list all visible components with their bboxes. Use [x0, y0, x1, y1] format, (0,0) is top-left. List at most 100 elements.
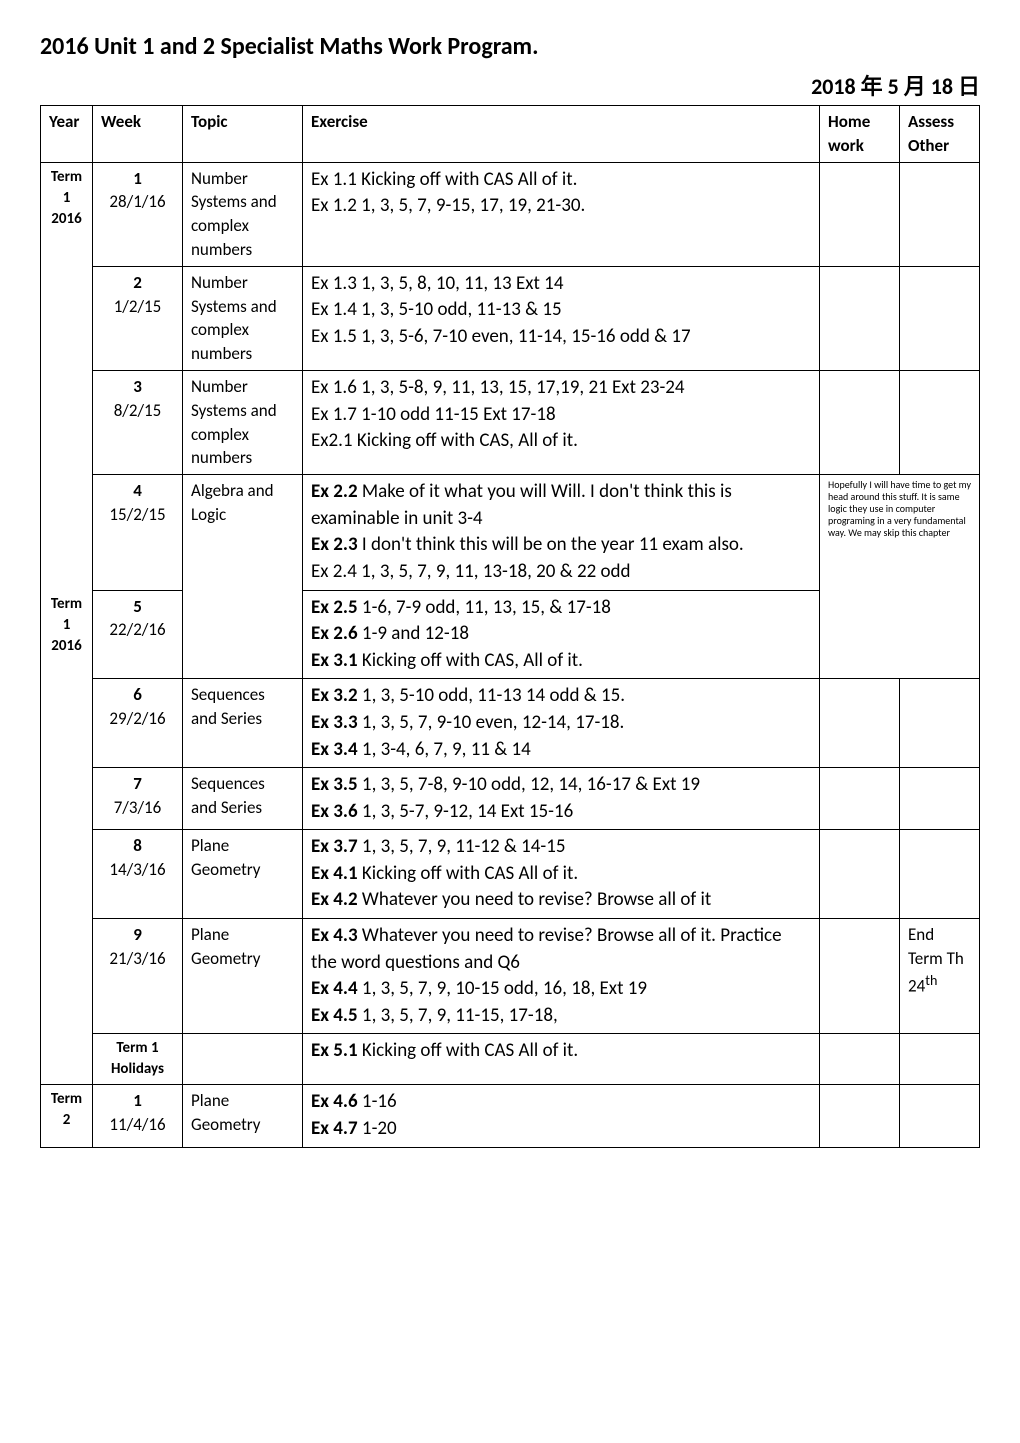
exercise-text: 1-6, 7-9 odd, 11, 13, 15, & 17-18 [358, 596, 611, 619]
topic-cell: Sequences and Series [183, 768, 303, 830]
exercise-bold: Ex 4.6 [311, 1090, 358, 1113]
week-number: 9 [133, 924, 142, 945]
exercise-bold: Ex 4.3 [311, 924, 358, 947]
exercise-line: Ex 1.1 Kicking off with CAS All of it. [311, 168, 577, 191]
week-number: 4 [133, 480, 142, 501]
topic-cell: Plane Geometry [183, 1085, 303, 1147]
week-date: 1/2/15 [114, 296, 162, 317]
exercise-text: Whatever you need to revise? Browse all … [311, 924, 782, 974]
exercise-cell: Ex 1.6 1, 3, 5-8, 9, 11, 13, 15, 17,19, … [303, 370, 820, 474]
exercise-text: 1, 3, 5-7, 9-12, 14 Ext 15-16 [358, 800, 574, 823]
home-cell [820, 1034, 900, 1085]
week-cell: 7 7/3/16 [93, 768, 183, 830]
exercise-text: Make of it what you will Will. I don't t… [311, 480, 732, 530]
exercise-line: Ex 1.5 1, 3, 5-6, 7-10 even, 11-14, 15-1… [311, 325, 691, 348]
work-program-table: Year Week Topic Exercise Home work Asses… [40, 105, 980, 1148]
exercise-cell: Ex 3.7 1, 3, 5, 7, 9, 11-12 & 14-15 Ex 4… [303, 830, 820, 919]
year-cell-empty [41, 475, 93, 590]
table-row: 2 1/2/15 Number Systems and complex numb… [41, 266, 980, 370]
exercise-bold: Ex 3.5 [311, 773, 358, 796]
exercise-bold: Ex 3.7 [311, 835, 358, 858]
topic-cell: Algebra and Logic [183, 475, 303, 679]
home-cell [820, 370, 900, 474]
exercise-bold: Ex 2.5 [311, 596, 358, 619]
assess-cell [900, 162, 980, 266]
week-cell: 1 11/4/16 [93, 1085, 183, 1147]
exercise-bold: Ex 2.3 [311, 533, 358, 556]
header-home: Home work [820, 106, 900, 163]
exercise-cell: Ex 5.1 Kicking off with CAS All of it. [303, 1034, 820, 1085]
table-header-row: Year Week Topic Exercise Home work Asses… [41, 106, 980, 163]
home-cell [820, 768, 900, 830]
exercise-bold: Ex 4.7 [311, 1117, 358, 1140]
exercise-line: Ex 1.4 1, 3, 5-10 odd, 11-13 & 15 [311, 298, 562, 321]
exercise-line: Ex 1.2 1, 3, 5, 7, 9-15, 17, 19, 21-30. [311, 194, 585, 217]
exercise-bold: Ex 2.2 [311, 480, 358, 503]
assess-cell [900, 830, 980, 919]
exercise-cell: Ex 4.3 Whatever you need to revise? Brow… [303, 919, 820, 1034]
exercise-text: 1-9 and 12-18 [358, 622, 469, 645]
header-week: Week [93, 106, 183, 163]
exercise-bold: Ex 4.5 [311, 1004, 358, 1027]
header-year: Year [41, 106, 93, 163]
year-cell: Term 1 2016 [41, 162, 93, 475]
exercise-cell: Ex 4.6 1-16 Ex 4.7 1-20 [303, 1085, 820, 1147]
exercise-text: Kicking off with CAS All of it. [358, 862, 579, 885]
exercise-line: Ex 2.4 1, 3, 5, 7, 9, 11, 13-18, 20 & 22… [311, 560, 631, 583]
week-date: 11/4/16 [109, 1114, 165, 1135]
week-cell: 5 22/2/16 [93, 590, 183, 679]
exercise-text: 1-16 [358, 1090, 397, 1113]
week-date: 21/3/16 [109, 948, 165, 969]
assess-cell [900, 266, 980, 370]
week-number: 5 [133, 596, 142, 617]
exercise-text: 1, 3, 5, 7-8, 9-10 odd, 12, 14, 16-17 & … [358, 773, 700, 796]
exercise-text: 1-20 [358, 1117, 397, 1140]
topic-cell [183, 1034, 303, 1085]
week-date: 29/2/16 [109, 708, 165, 729]
week-date: 7/3/16 [114, 797, 162, 818]
exercise-text: 1, 3, 5, 7, 9, 11-12 & 14-15 [358, 835, 566, 858]
home-cell [820, 162, 900, 266]
exercise-bold: Ex 3.1 [311, 649, 358, 672]
assess-cell [900, 1085, 980, 1147]
exercise-text: 1, 3, 5, 7, 9-10 even, 12-14, 17-18. [358, 711, 625, 734]
exercise-line: Ex 1.3 1, 3, 5, 8, 10, 11, 13 Ext 14 [311, 272, 563, 295]
exercise-bold: Ex 5.1 [311, 1039, 358, 1062]
table-row: 4 15/2/15 Algebra and Logic Ex 2.2 Make … [41, 475, 980, 590]
exercise-text: 1, 3, 5, 7, 9, 11-15, 17-18, [358, 1004, 558, 1027]
exercise-bold: Ex 3.4 [311, 738, 358, 761]
week-cell: 3 8/2/15 [93, 370, 183, 474]
exercise-text: Kicking off with CAS, All of it. [358, 649, 583, 672]
week-date: 22/2/16 [109, 619, 165, 640]
exercise-bold: Ex 3.3 [311, 711, 358, 734]
week-number: 6 [133, 684, 142, 705]
table-row: Term 2 1 11/4/16 Plane Geometry Ex 4.6 1… [41, 1085, 980, 1147]
week-cell: 9 21/3/16 [93, 919, 183, 1034]
exercise-bold: Ex 4.2 [311, 888, 358, 911]
exercise-cell: Ex 1.3 1, 3, 5, 8, 10, 11, 13 Ext 14 Ex … [303, 266, 820, 370]
exercise-cell: Ex 3.2 1, 3, 5-10 odd, 11-13 14 odd & 15… [303, 679, 820, 768]
exercise-cell: Ex 1.1 Kicking off with CAS All of it. E… [303, 162, 820, 266]
week-number: 7 [133, 773, 142, 794]
home-cell [820, 1085, 900, 1147]
exercise-line: Ex 1.7 1-10 odd 11-15 Ext 17-18 [311, 403, 556, 426]
week-number: 8 [133, 835, 142, 856]
topic-cell: Sequences and Series [183, 679, 303, 768]
week-number: 1 [133, 1090, 142, 1111]
topic-cell: Number Systems and complex numbers [183, 370, 303, 474]
exercise-bold: Ex 2.6 [311, 622, 358, 645]
exercise-line: Ex 1.6 1, 3, 5-8, 9, 11, 13, 15, 17,19, … [311, 376, 685, 399]
table-row: Term 1 Holidays Ex 5.1 Kicking off with … [41, 1034, 980, 1085]
year-cell: Term 1 2016 [41, 590, 93, 679]
year-cell-empty [41, 679, 93, 1085]
assess-cell [900, 370, 980, 474]
home-cell [820, 830, 900, 919]
year-cell: Term 2 [41, 1085, 93, 1147]
table-row: 6 29/2/16 Sequences and Series Ex 3.2 1,… [41, 679, 980, 768]
table-row: Term 1 2016 1 28/1/16 Number Systems and… [41, 162, 980, 266]
date-line: 2018 年 5 月 18 日 [40, 69, 980, 101]
exercise-text: Kicking off with CAS All of it. [358, 1039, 579, 1062]
note-cell: Hopefully I will have time to get my hea… [820, 475, 980, 679]
week-date: 8/2/15 [114, 400, 162, 421]
exercise-bold: Ex 4.1 [311, 862, 358, 885]
